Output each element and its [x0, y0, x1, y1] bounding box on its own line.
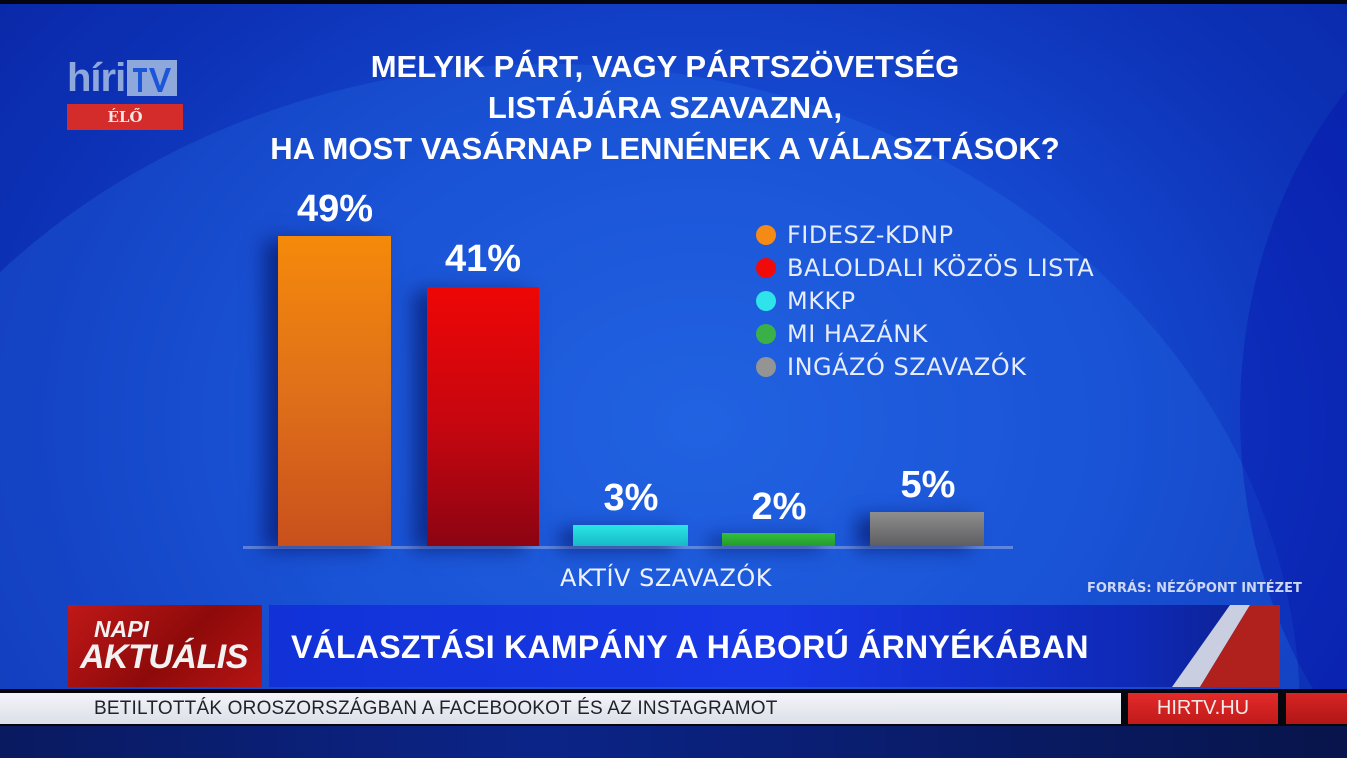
- legend-item: INGÁZÓ SZAVAZÓK: [756, 350, 1094, 383]
- legend-item: FIDESZ-KDNP: [756, 218, 1094, 251]
- show-name-badge: NAPI AKTUÁLIS: [68, 605, 262, 687]
- tv-logo-icon: [127, 60, 178, 96]
- legend-label: FIDESZ-KDNP: [787, 220, 954, 249]
- channel-logo: híri ÉLŐ: [67, 56, 183, 130]
- headline-text: VÁLASZTÁSI KAMPÁNY A HÁBORÚ ÁRNYÉKÁBAN: [291, 629, 1089, 665]
- x-axis-label: AKTÍV SZAVAZÓK: [560, 564, 773, 592]
- legend-item: MI HAZÁNK: [756, 317, 1094, 350]
- logo-wordmark: híri: [67, 56, 126, 100]
- bar-value-label: 49%: [296, 188, 374, 230]
- show-name-line1: NAPI: [94, 616, 149, 642]
- live-badge: ÉLŐ: [67, 104, 183, 130]
- ticker-text: BETILTOTTÁK OROSZORSZÁGBAN A FACEBOOKOT …: [94, 698, 778, 719]
- website-badge: HIRTV.HU: [1128, 693, 1278, 724]
- chart-title-line: LISTÁJÁRA SZAVAZNA,: [487, 90, 843, 125]
- headline-bar: VÁLASZTÁSI KAMPÁNY A HÁBORÚ ÁRNYÉKÁBAN: [269, 605, 1280, 687]
- source-note: FORRÁS: NÉZŐPONT INTÉZET: [1087, 581, 1302, 596]
- x-axis-line: [243, 546, 1013, 549]
- legend-dot-icon: [756, 323, 776, 344]
- bar-value-label: 3%: [603, 477, 659, 519]
- bar-mi-hazank: [722, 533, 835, 546]
- legend-dot-icon: [756, 257, 776, 278]
- chart-title-line: HA MOST VASÁRNAP LENNÉNEK A VÁLASZTÁSOK?: [270, 131, 1060, 166]
- bar-fidesz-kdnp: [278, 236, 391, 546]
- bar-value-label: 2%: [751, 486, 807, 528]
- bottom-background: [0, 726, 1347, 758]
- bar-value-label: 41%: [444, 238, 522, 280]
- legend-label: MKKP: [787, 286, 856, 315]
- legend-label: BALOLDALI KÖZÖS LISTA: [787, 253, 1095, 282]
- chart-legend: FIDESZ-KDNP BALOLDALI KÖZÖS LISTA MKKP M…: [756, 218, 1094, 383]
- legend-dot-icon: [756, 290, 776, 311]
- chart-title-line: MELYIK PÁRT, VAGY PÁRTSZÖVETSÉG: [370, 49, 960, 84]
- legend-dot-icon: [756, 224, 776, 245]
- legend-item: BALOLDALI KÖZÖS LISTA: [756, 251, 1094, 284]
- legend-label: INGÁZÓ SZAVAZÓK: [787, 352, 1027, 381]
- stripe-accent-icon: [1172, 605, 1280, 687]
- show-name-line2: AKTUÁLIS: [80, 638, 248, 676]
- bar-baloldali-kozos-lista: [427, 287, 539, 546]
- ticker-end-block: [1286, 693, 1347, 724]
- bar-mkkp: [573, 525, 688, 546]
- bar-value-label: 5%: [900, 464, 956, 506]
- bar-ingazo-szavazok: [870, 512, 984, 546]
- legend-dot-icon: [756, 356, 776, 377]
- legend-item: MKKP: [756, 284, 1094, 317]
- news-ticker: BETILTOTTÁK OROSZORSZÁGBAN A FACEBOOKOT …: [0, 693, 1121, 724]
- legend-label: MI HAZÁNK: [787, 319, 928, 348]
- chart-title: MELYIK PÁRT, VAGY PÁRTSZÖVETSÉG LISTÁJÁR…: [200, 46, 1130, 169]
